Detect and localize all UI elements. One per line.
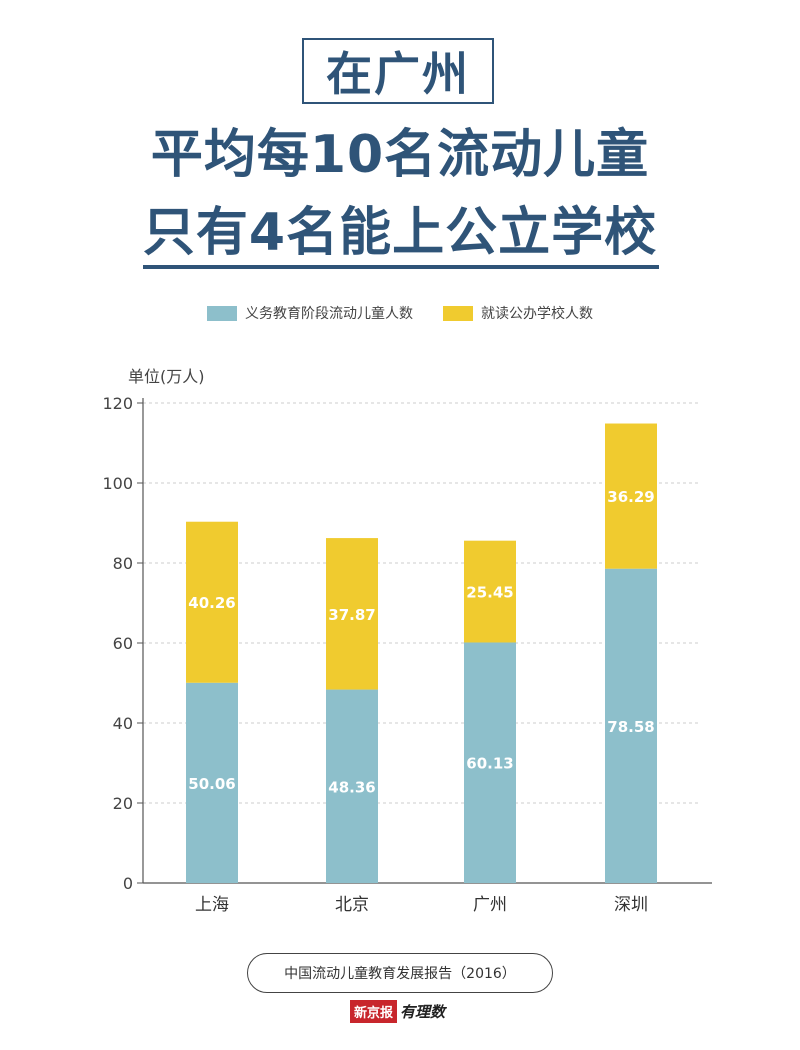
bar-segment [464,540,516,643]
y-tick-label: 0 [123,874,133,893]
x-tick-label: 北京 [335,895,369,915]
data-label: 40.26 [188,594,235,612]
data-label: 36.29 [607,488,654,506]
data-label: 60.13 [466,755,513,773]
y-tick-label: 80 [113,554,133,573]
data-label: 48.36 [328,778,375,796]
data-label: 37.87 [328,606,375,624]
title-box: 在广州 [302,38,494,104]
source-pill: 中国流动儿童教育发展报告（2016） [247,953,553,993]
bar-segment [186,682,238,883]
legend-item-enrolled: 义务教育阶段流动儿童人数 [207,303,413,323]
source-text: 中国流动儿童教育发展报告（2016） [284,966,516,982]
bar-segment [605,568,657,883]
bar-segment [326,689,378,883]
x-tick-label: 广州 [473,895,507,915]
data-label: 78.58 [607,718,654,736]
y-unit-label: 单位(万人) [128,367,205,386]
bar-segment [186,521,238,683]
legend-swatch-public [443,305,473,321]
y-tick-label: 60 [113,634,133,653]
y-tick-label: 100 [102,474,133,493]
data-label: 25.45 [466,584,513,602]
headline-line-1: 平均每10名流动儿童 [150,125,650,185]
bar-segment [326,538,378,690]
publisher-logo: 新京报 有理数 [350,999,450,1023]
title-underline [143,265,659,269]
legend-label-public: 就读公办学校人数 [481,306,593,322]
y-tick-label: 120 [102,394,133,413]
data-label: 50.06 [188,775,235,793]
legend-item-public: 就读公办学校人数 [443,303,593,323]
headline-line-2: 只有4名能上公立学校 [142,203,658,263]
bar-segment [464,642,516,883]
x-tick-label: 上海 [195,895,229,915]
chart-legend: 义务教育阶段流动儿童人数 就读公办学校人数 [0,303,800,323]
x-tick-label: 深圳 [614,895,648,915]
y-tick-label: 40 [113,714,133,733]
legend-swatch-enrolled [207,305,237,321]
logo-text: 新京报 [350,999,398,1023]
stacked-bar-chart: 单位(万人) 0 20 40 60 80 100 120 50.06 40.26 上海 48.36 37… [102,367,712,915]
y-tick-label: 20 [113,794,133,813]
title-box-text: 在广州 [326,47,470,101]
logo-script: 有理数 [400,1002,446,1021]
bar-segment [605,423,657,569]
legend-label-enrolled: 义务教育阶段流动儿童人数 [245,306,413,322]
